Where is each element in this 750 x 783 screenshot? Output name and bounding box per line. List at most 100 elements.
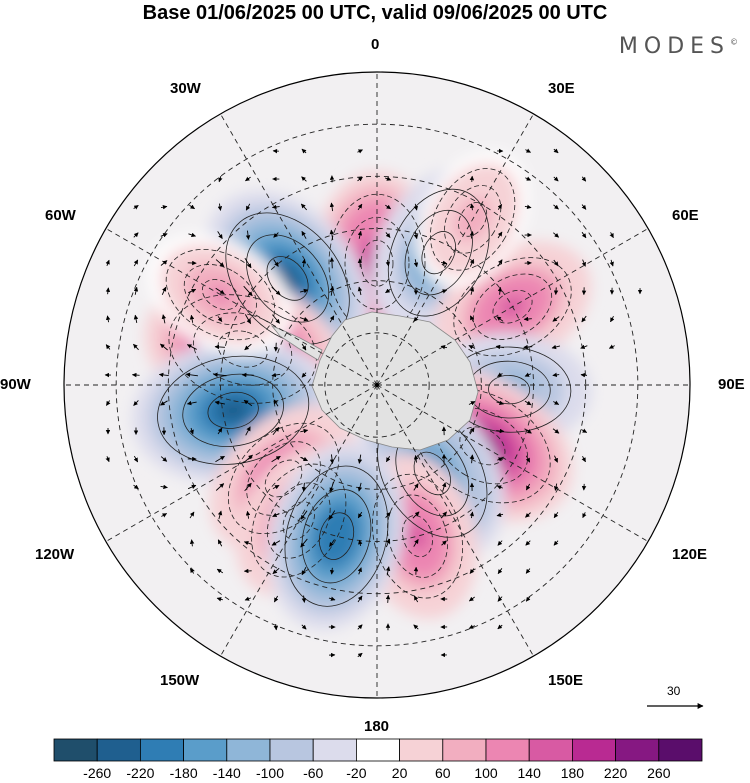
wind-vector: [413, 454, 419, 463]
wind-vector: [217, 510, 223, 520]
wind-vector: [525, 540, 531, 546]
wind-vector: [553, 204, 559, 210]
wind-vector: [188, 288, 197, 294]
wind-vector: [189, 427, 194, 435]
wind-vector: [301, 343, 307, 351]
wind-vector: [357, 567, 362, 575]
anomaly-contour: [421, 231, 456, 275]
wind-vector: [213, 372, 227, 377]
wind-vector: [551, 344, 561, 350]
colorbar-swatch: [658, 738, 703, 762]
colorbar-swatch: [442, 738, 487, 762]
anomaly-contour: [165, 249, 275, 341]
wind-vector: [160, 260, 168, 266]
wind-vector: [273, 259, 279, 267]
wind-vector: [245, 176, 251, 182]
wind-vector: [214, 344, 225, 350]
wind-vector: [413, 624, 419, 630]
wind-vector: [497, 286, 503, 295]
lon-label-30w: 30W: [170, 80, 201, 97]
meridian-line: [376, 228, 649, 386]
wind-vector: [357, 286, 363, 296]
wind-vector: [133, 343, 139, 351]
wind-vector: [497, 568, 503, 575]
anomaly-contour: [387, 494, 448, 578]
wind-vector: [496, 400, 504, 406]
wind-vector: [271, 455, 281, 463]
wind-vector: [300, 428, 309, 434]
colorbar-swatch: [399, 738, 444, 762]
wind-vector: [329, 257, 335, 269]
wind-vector: [329, 202, 335, 212]
wind-vector: [271, 286, 281, 296]
anomaly-contour: [246, 234, 330, 323]
wind-vector: [582, 512, 587, 519]
wind-vector: [329, 229, 335, 241]
wind-vector: [413, 231, 419, 240]
wind-vector: [496, 316, 504, 322]
wind-vector: [581, 204, 587, 210]
wind-vector: [218, 176, 223, 183]
wind-vector: [300, 203, 308, 211]
wind-vector: [357, 511, 363, 519]
colorbar-swatch: [528, 738, 573, 762]
wind-vector: [215, 455, 225, 463]
wind-vector: [497, 231, 503, 239]
wind-vector: [357, 624, 363, 630]
wind-vector: [329, 567, 335, 575]
wind-vector: [271, 372, 281, 378]
wind-vector: [244, 482, 252, 492]
wind-vector: [468, 596, 475, 602]
wind-vector: [524, 400, 532, 406]
wind-vector: [469, 568, 475, 574]
wind-vector: [385, 288, 391, 294]
anomaly-contour: [372, 473, 463, 599]
wind-vector: [441, 511, 447, 519]
anomaly-field: [132, 151, 592, 630]
colorbar-swatch: [615, 738, 660, 762]
anomaly-contour: [207, 391, 259, 429]
lon-label-150e: 150E: [548, 672, 584, 689]
wind-vector: [160, 400, 168, 406]
meridian-line: [376, 113, 534, 386]
wind-vector: [385, 259, 391, 267]
wind-vector: [216, 597, 223, 602]
wind-vector: [385, 566, 391, 576]
wind-vector: [301, 566, 307, 576]
wind-vector: [385, 232, 391, 238]
wind-vector: [272, 484, 280, 490]
wind-vector: [524, 372, 532, 377]
colorbar-tick-label: -220: [126, 765, 155, 781]
colorbar-tick-label: 60: [435, 765, 451, 781]
wind-vector: [189, 568, 195, 574]
wind-vector: [441, 289, 448, 294]
anomaly-contour: [404, 209, 473, 296]
wind-vector: [215, 287, 225, 295]
copyright-mark: ©: [730, 37, 738, 47]
anomaly-contour: [318, 512, 355, 560]
colorbar: [53, 738, 703, 762]
colorbar-tick-label: 20: [391, 765, 408, 781]
colorbar-swatch: [96, 738, 141, 762]
wind-vector: [496, 512, 504, 517]
wind-vector: [161, 286, 167, 296]
wind-vector: [301, 148, 307, 154]
wind-vector: [273, 399, 279, 407]
wind-vector: [245, 203, 251, 211]
modes-logo: MODES©: [619, 34, 738, 59]
wind-vector: [357, 149, 363, 154]
colorbar-swatch: [312, 738, 357, 762]
wind-vector: [469, 231, 475, 239]
wind-vector: [133, 455, 139, 463]
wind-vector: [441, 260, 448, 266]
wind-vector: [553, 511, 559, 519]
wind-vector: [357, 652, 363, 658]
wind-vector: [413, 595, 419, 603]
wind-vector: [217, 539, 223, 547]
wind-vector: [495, 344, 504, 350]
meridian-line: [105, 228, 378, 386]
wind-vector: [133, 204, 139, 210]
lon-label-180: 180: [364, 718, 390, 735]
wind-vector: [385, 204, 392, 210]
latitude-circle: [324, 332, 430, 438]
